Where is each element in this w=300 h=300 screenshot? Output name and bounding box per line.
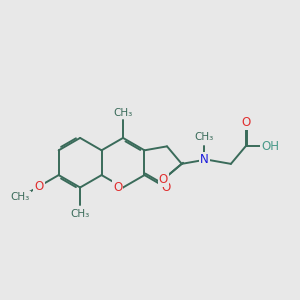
Text: O: O [241,116,250,129]
Text: N: N [200,153,208,167]
Text: O: O [34,180,44,193]
Text: CH₃: CH₃ [70,209,90,219]
Text: CH₃: CH₃ [113,107,133,118]
Text: CH₃: CH₃ [195,132,214,142]
Text: O: O [159,173,168,186]
Text: O: O [113,181,122,194]
Text: O: O [162,181,171,194]
Text: OH: OH [261,140,279,153]
Text: CH₃: CH₃ [10,193,29,202]
